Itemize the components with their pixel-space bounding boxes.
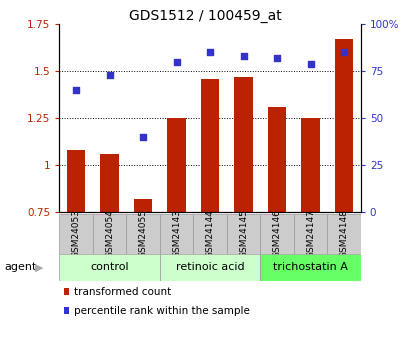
Text: percentile rank within the sample: percentile rank within the sample <box>74 306 249 315</box>
Text: retinoic acid: retinoic acid <box>175 263 244 272</box>
Point <box>340 50 346 55</box>
Bar <box>200 79 219 345</box>
Bar <box>93 214 126 254</box>
Text: GSM24147: GSM24147 <box>306 209 314 258</box>
Text: GSM24148: GSM24148 <box>339 209 348 258</box>
Bar <box>234 77 252 345</box>
Bar <box>260 214 293 254</box>
Bar <box>126 214 160 254</box>
Text: GSM24053: GSM24053 <box>72 209 81 258</box>
Bar <box>160 214 193 254</box>
Bar <box>100 154 119 345</box>
Bar <box>59 214 93 254</box>
Bar <box>67 150 85 345</box>
Text: GSM24145: GSM24145 <box>238 209 247 258</box>
Text: GSM24146: GSM24146 <box>272 209 281 258</box>
Point <box>73 87 79 93</box>
Text: GDS1512 / 100459_at: GDS1512 / 100459_at <box>128 9 281 23</box>
Point <box>307 61 313 66</box>
Bar <box>193 214 226 254</box>
Bar <box>134 199 152 345</box>
Bar <box>326 214 360 254</box>
Point <box>173 59 180 65</box>
Bar <box>293 214 326 254</box>
Text: control: control <box>90 263 129 272</box>
Point <box>240 53 246 59</box>
Text: transformed count: transformed count <box>74 287 171 296</box>
Bar <box>167 118 185 345</box>
Point <box>106 72 113 78</box>
Text: ▶: ▶ <box>35 263 43 272</box>
Bar <box>260 254 360 281</box>
Text: GSM24144: GSM24144 <box>205 209 214 258</box>
Bar <box>267 107 285 345</box>
Point <box>207 50 213 55</box>
Text: GSM24054: GSM24054 <box>105 209 114 258</box>
Text: GSM24055: GSM24055 <box>138 209 147 258</box>
Bar <box>160 254 260 281</box>
Text: agent: agent <box>4 263 36 272</box>
Bar <box>59 254 160 281</box>
Point <box>273 55 280 61</box>
Text: GSM24143: GSM24143 <box>172 209 181 258</box>
Bar <box>226 214 260 254</box>
Bar <box>301 118 319 345</box>
Point <box>139 134 146 140</box>
Text: trichostatin A: trichostatin A <box>272 263 347 272</box>
Bar <box>334 39 353 345</box>
